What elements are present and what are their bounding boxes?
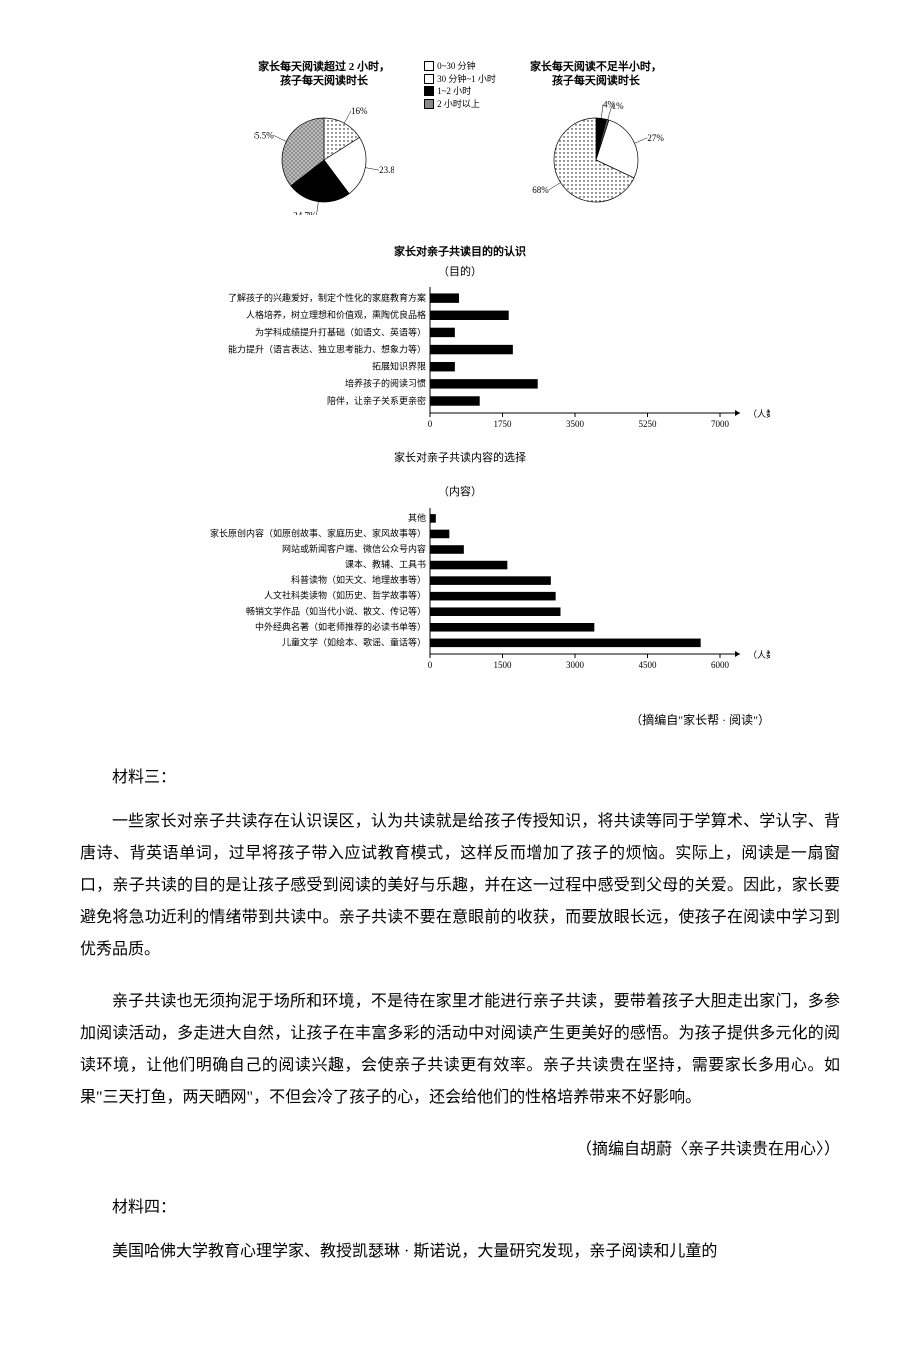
svg-text:24.7%: 24.7% <box>293 210 317 215</box>
svg-text:其他: 其他 <box>408 512 426 523</box>
svg-text:人格培养，树立理想和价值观，熏陶优良品格: 人格培养，树立理想和价值观，熏陶优良品格 <box>246 309 426 320</box>
svg-text:网站或新闻客户端、微信公众号内容: 网站或新闻客户端、微信公众号内容 <box>282 543 426 554</box>
bar2-svg: 0 1500 3000 4500 6000 （人数） 其他家长原创内容（如原创故事、家庭历史… <box>150 506 770 676</box>
bar1-svg: 0 1750 3500 5250 7000 （人数） 了解孩子的兴趣爱好，制定个性化的家庭教… <box>150 285 770 435</box>
bar-chart-purpose: 家长对亲子共读目的的认识 （目的） 0 1750 3500 5250 7000 （人数） 了… <box>150 245 770 466</box>
pie-row: 家长每天阅读超过 2 小时， 孩子每天阅读时长 16% 23.8% 24.7% 35.… <box>150 60 770 215</box>
svg-text:3500: 3500 <box>566 419 585 429</box>
pie-right-title: 家长每天阅读不足半小时， 孩子每天阅读时长 <box>526 60 666 89</box>
svg-text:（人数）: （人数） <box>748 408 770 419</box>
material3-label: 材料三： <box>80 762 840 794</box>
svg-text:0: 0 <box>428 419 433 429</box>
svg-text:科普读物（如天文、地理故事等）: 科普读物（如天文、地理故事等） <box>291 574 426 585</box>
svg-text:为学科成绩提升打基础（如语文、英语等）: 为学科成绩提升打基础（如语文、英语等） <box>255 326 426 337</box>
bar-chart-content: （内容） 0 1500 3000 4500 6000 （人数） 其他家长原创内容（如原创故事… <box>150 485 770 687</box>
svg-text:3000: 3000 <box>566 660 585 670</box>
svg-text:1500: 1500 <box>494 660 513 670</box>
material4-p1: 美国哈佛大学教育心理学家、教授凯瑟琳 · 斯诺说，大量研究发现，亲子阅读和儿童的 <box>80 1236 840 1268</box>
svg-text:0: 0 <box>428 660 433 670</box>
pie-right-svg: 4%1%27%68% <box>526 95 666 215</box>
svg-text:了解孩子的兴趣爱好，制定个性化的家庭教育方案: 了解孩子的兴趣爱好，制定个性化的家庭教育方案 <box>228 292 426 303</box>
svg-text:家长原创内容（如原创故事、家庭历史、家风故事等）: 家长原创内容（如原创故事、家庭历史、家风故事等） <box>210 527 426 538</box>
bar1-caption: 家长对亲子共读内容的选择 <box>150 451 770 465</box>
svg-text:能力提升（语言表达、独立思考能力、想象力等）: 能力提升（语言表达、独立思考能力、想象力等） <box>228 344 426 355</box>
pie-left-title: 家长每天阅读超过 2 小时， 孩子每天阅读时长 <box>254 60 394 89</box>
svg-text:儿童文学（如绘本、歌谣、童话等）: 儿童文学（如绘本、歌谣、童话等） <box>282 636 426 647</box>
charts-container: 家长每天阅读超过 2 小时， 孩子每天阅读时长 16% 23.8% 24.7% 35.… <box>150 60 770 732</box>
pie-left: 家长每天阅读超过 2 小时， 孩子每天阅读时长 16% 23.8% 24.7% 35.… <box>254 60 394 215</box>
svg-text:中外经典名著（如老师推荐的必读书单等）: 中外经典名著（如老师推荐的必读书单等） <box>255 621 426 632</box>
svg-text:6000: 6000 <box>711 660 730 670</box>
svg-text:4500: 4500 <box>639 660 658 670</box>
bar1-title: 家长对亲子共读目的的认识 <box>150 245 770 259</box>
svg-text:7000: 7000 <box>711 419 730 429</box>
pie-legend: 0~30 分钟30 分钟~1 小时1~2 小时2 小时以上 <box>424 60 496 215</box>
bar2-title: （内容） <box>150 485 770 499</box>
svg-text:1%: 1% <box>612 101 625 111</box>
svg-text:人文社科类读物（如历史、哲学故事等）: 人文社科类读物（如历史、哲学故事等） <box>264 590 426 601</box>
chart-source: （摘编自"家长帮 · 阅读"） <box>150 708 770 732</box>
material4-label: 材料四： <box>80 1192 840 1224</box>
svg-text:培养孩子的阅读习惯: 培养孩子的阅读习惯 <box>345 378 426 389</box>
svg-text:拓展知识界限: 拓展知识界限 <box>372 361 426 372</box>
svg-text:（人数）: （人数） <box>748 649 770 660</box>
bar1-subtitle: （目的） <box>150 265 770 279</box>
svg-text:1750: 1750 <box>494 419 513 429</box>
material3-cite: （摘编自胡蔚〈亲子共读贵在用心〉） <box>80 1134 840 1166</box>
material3-p2: 亲子共读也无须拘泥于场所和环境，不是待在家里才能进行亲子共读，要带着孩子大胆走出… <box>80 986 840 1114</box>
svg-text:课本、教辅、工具书: 课本、教辅、工具书 <box>345 558 426 569</box>
svg-text:23.8%: 23.8% <box>379 165 394 175</box>
svg-text:68%: 68% <box>532 185 549 195</box>
svg-text:5250: 5250 <box>639 419 658 429</box>
svg-text:畅销文学作品（如当代小说、散文、传记等）: 畅销文学作品（如当代小说、散文、传记等） <box>246 605 426 616</box>
svg-text:陪伴，让亲子关系更亲密: 陪伴，让亲子关系更亲密 <box>327 395 426 406</box>
pie-right: 家长每天阅读不足半小时， 孩子每天阅读时长 4%1%27%68% <box>526 60 666 215</box>
svg-text:27%: 27% <box>647 132 664 142</box>
pie-left-svg: 16% 23.8% 24.7% 35.5% <box>254 95 394 215</box>
material3-p1: 一些家长对亲子共读存在认识误区，认为共读就是给孩子传授知识，将共读等同于学算术、… <box>80 806 840 966</box>
svg-text:16%: 16% <box>351 106 368 116</box>
svg-text:35.5%: 35.5% <box>254 130 274 140</box>
